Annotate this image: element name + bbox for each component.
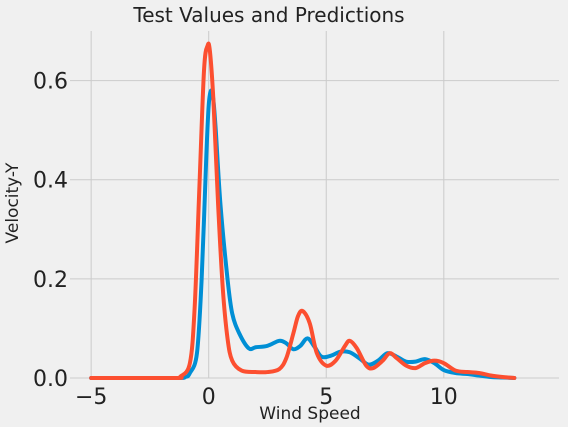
x-tick-label: −5 — [75, 385, 107, 410]
series-group — [89, 41, 517, 381]
y-tick-label: 0.2 — [33, 268, 68, 293]
grid — [70, 31, 559, 379]
y-tick-label: 0.4 — [33, 169, 68, 194]
x-tick-label: 0 — [202, 385, 216, 410]
x-axis-label: Wind Speed — [259, 404, 360, 424]
x-tick-label: 10 — [430, 385, 458, 410]
y-axis-ticks: 0.0 0.2 0.4 0.6 — [33, 70, 68, 392]
series-line-2 — [89, 41, 517, 381]
x-tick-label: 5 — [319, 385, 333, 410]
y-axis-label: Velocity-Y — [3, 162, 23, 244]
chart-title: Test Values and Predictions — [132, 3, 404, 27]
y-tick-label: 0.6 — [33, 70, 68, 95]
y-tick-label: 0.0 — [33, 367, 68, 392]
x-axis-ticks: −5 0 5 10 — [75, 385, 458, 410]
